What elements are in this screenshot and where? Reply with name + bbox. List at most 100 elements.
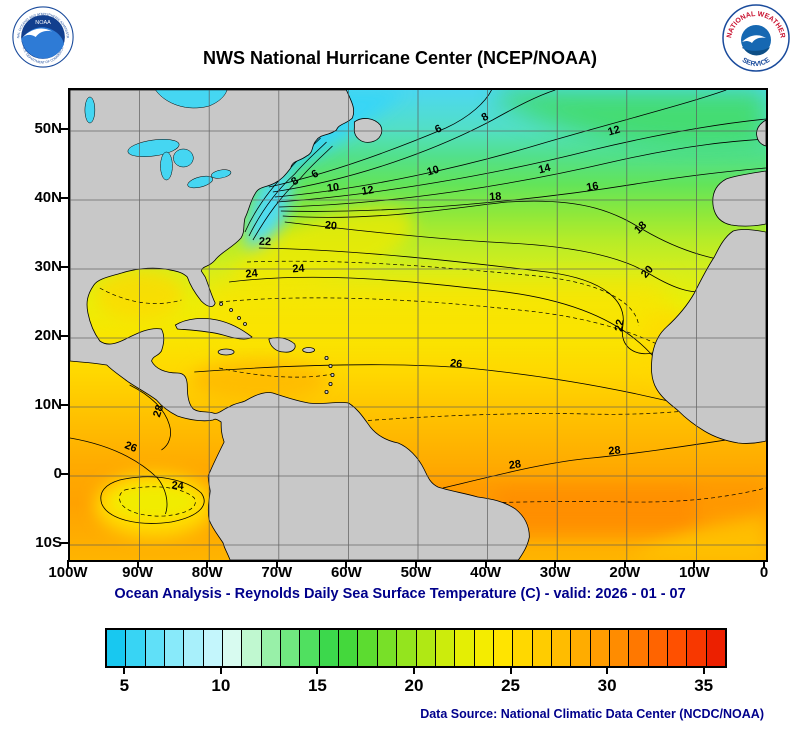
lat-tick-mark bbox=[60, 266, 68, 268]
colorbar-cell bbox=[281, 630, 301, 666]
contour-label: 20 bbox=[324, 219, 337, 232]
colorbar-tick-mark bbox=[702, 668, 705, 674]
colorbar-cell bbox=[339, 630, 359, 666]
colorbar-cell bbox=[609, 630, 630, 666]
contour-label: 10 bbox=[326, 181, 340, 195]
land-africa bbox=[651, 229, 766, 444]
lat-tick-label: 0 bbox=[53, 465, 62, 482]
colorbar-cell bbox=[377, 630, 398, 666]
colorbar-cell bbox=[358, 630, 378, 666]
contour-label: 28 bbox=[508, 458, 522, 472]
contour-label: 24 bbox=[245, 267, 259, 280]
contour-label: 24 bbox=[292, 263, 306, 276]
contour-label: 28 bbox=[608, 444, 621, 457]
lake-winnipeg bbox=[84, 96, 96, 124]
colorbar-cell bbox=[145, 630, 166, 666]
colorbar-tick-mark bbox=[413, 668, 415, 674]
lon-tick-label: 20W bbox=[609, 564, 641, 581]
nws-logo: NATIONAL WEATHER SERVICE bbox=[722, 4, 790, 72]
colorbar-tick-label: 25 bbox=[501, 676, 521, 695]
colorbar-cell bbox=[513, 630, 533, 666]
lake-ontario bbox=[211, 169, 232, 179]
colorbar-tick-mark bbox=[123, 668, 126, 674]
contour-label: 24 bbox=[171, 480, 185, 493]
contour-label: 6 bbox=[309, 168, 320, 181]
colorbar-cell bbox=[126, 630, 146, 666]
lat-tick-label: 10S bbox=[35, 534, 62, 551]
colorbar-tick-mark bbox=[219, 668, 222, 674]
colorbar-cell bbox=[203, 630, 224, 666]
colorbar-cell bbox=[416, 630, 436, 666]
lon-tick-label: 10W bbox=[678, 564, 710, 581]
land-iberia bbox=[712, 170, 766, 227]
colorbar-tick-label: 35 bbox=[694, 676, 714, 695]
contour-label: 26 bbox=[449, 357, 463, 370]
lakes bbox=[84, 90, 232, 189]
colorbar-cell bbox=[223, 630, 243, 666]
colorbar-tick-mark bbox=[316, 668, 319, 674]
noaa-text: NOAA bbox=[35, 20, 51, 26]
contour-label: 8 bbox=[479, 111, 490, 124]
contour-label: 22 bbox=[613, 318, 627, 332]
colorbar-cell bbox=[532, 630, 552, 666]
colorbar-cell bbox=[455, 630, 475, 666]
colorbar-tick-mark bbox=[606, 668, 609, 674]
colorbar-cell bbox=[319, 630, 340, 666]
lon-tick-label: 60W bbox=[330, 564, 362, 581]
colorbar-tick-mark bbox=[509, 668, 512, 674]
contour-label: 8 bbox=[289, 175, 301, 188]
lat-tick-mark bbox=[60, 404, 68, 406]
data-source-note: Data Source: National Climatic Data Cent… bbox=[420, 707, 764, 721]
colorbar-cell bbox=[300, 630, 320, 666]
colorbar-cell bbox=[474, 630, 494, 666]
lon-tick-label: 80W bbox=[191, 564, 223, 581]
lat-tick-label: 30N bbox=[34, 258, 62, 275]
contour-label: 28 bbox=[151, 403, 166, 418]
colorbar-cell bbox=[687, 630, 707, 666]
lon-tick-label: 30W bbox=[539, 564, 571, 581]
lat-tick-mark bbox=[60, 128, 68, 130]
lon-tick-label: 90W bbox=[122, 564, 154, 581]
lat-tick-label: 10N bbox=[34, 396, 62, 413]
colorbar-tick-label: 20 bbox=[404, 676, 424, 695]
lon-tick-label: 70W bbox=[261, 564, 293, 581]
lat-tick-label: 40N bbox=[34, 189, 62, 206]
colorbar-cell bbox=[571, 630, 591, 666]
grid-lines bbox=[70, 90, 766, 560]
lat-tick-mark bbox=[60, 473, 68, 475]
colorbar-tick-label: 30 bbox=[597, 676, 617, 695]
colorbar-cell bbox=[706, 630, 725, 666]
nws-gull-icon bbox=[742, 35, 766, 43]
noaa-gull-icon bbox=[22, 28, 53, 37]
lat-tick-mark bbox=[60, 197, 68, 199]
land-newfoundland bbox=[353, 118, 383, 143]
lon-tick-label: 100W bbox=[48, 564, 88, 581]
sst-contours bbox=[70, 90, 766, 524]
lat-tick-mark bbox=[60, 542, 68, 544]
contour-label: 26 bbox=[123, 439, 139, 455]
land-jamaica bbox=[217, 348, 235, 356]
colorbar-cell bbox=[648, 630, 668, 666]
nws-globe-icon bbox=[741, 25, 771, 55]
colorbar-cell bbox=[184, 630, 204, 666]
colorbar-cell bbox=[397, 630, 417, 666]
land-puerto-rico bbox=[302, 347, 315, 353]
colorbar-cell bbox=[590, 630, 610, 666]
lat-tick-label: 20N bbox=[34, 327, 62, 344]
nws-ring-text-bottom: SERVICE bbox=[741, 57, 772, 68]
colorbar-tick-label: 10 bbox=[211, 676, 231, 695]
contour-label: 22 bbox=[259, 236, 272, 248]
colorbar-cell bbox=[667, 630, 688, 666]
colorbar-cell bbox=[551, 630, 572, 666]
page-title: NWS National Hurricane Center (NCEP/NOAA… bbox=[202, 48, 598, 68]
colorbar-cell bbox=[261, 630, 282, 666]
land-france bbox=[756, 119, 766, 147]
svg-text:SERVICE: SERVICE bbox=[741, 57, 772, 68]
lon-tick-label: 40W bbox=[470, 564, 502, 581]
colorbar-cell bbox=[435, 630, 456, 666]
contour-label: 12 bbox=[361, 184, 375, 198]
contour-label: 6 bbox=[433, 123, 444, 136]
